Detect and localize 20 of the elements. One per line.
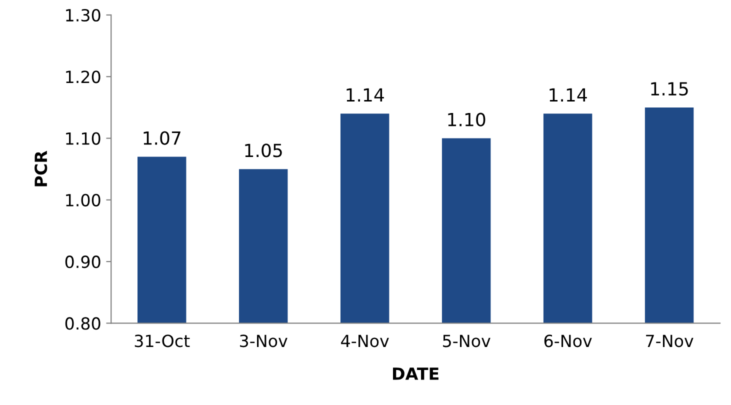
data-label: 1.14 [346,88,384,102]
y-tick-label: 0.90 [65,256,100,268]
y-tick-label: 1.10 [66,132,100,145]
data-label: 1.15 [651,82,688,96]
data-label: 1.14 [550,88,587,102]
x-tick-label: 5-Nov [443,334,490,348]
y-tick-label: 0.80 [65,317,100,330]
x-tick-label: 4-Nov [341,334,389,348]
x-tick-label: 3-Nov [240,334,288,348]
y-tick-label: 1.00 [66,194,100,206]
y-axis-title: PCR [34,150,48,186]
data-label: 1.07 [144,131,180,145]
x-tick-label: 6-Nov [544,334,592,348]
x-tick-label: 7-Nov [646,334,694,348]
y-tick-label: 1.20 [66,70,100,84]
data-label: 1.10 [448,112,486,126]
y-tick-label: 1.30 [66,8,100,22]
x-axis-title: DATE [393,368,438,380]
x-tick-label: 31-Oct [134,334,190,348]
data-label: 1.05 [245,144,282,158]
